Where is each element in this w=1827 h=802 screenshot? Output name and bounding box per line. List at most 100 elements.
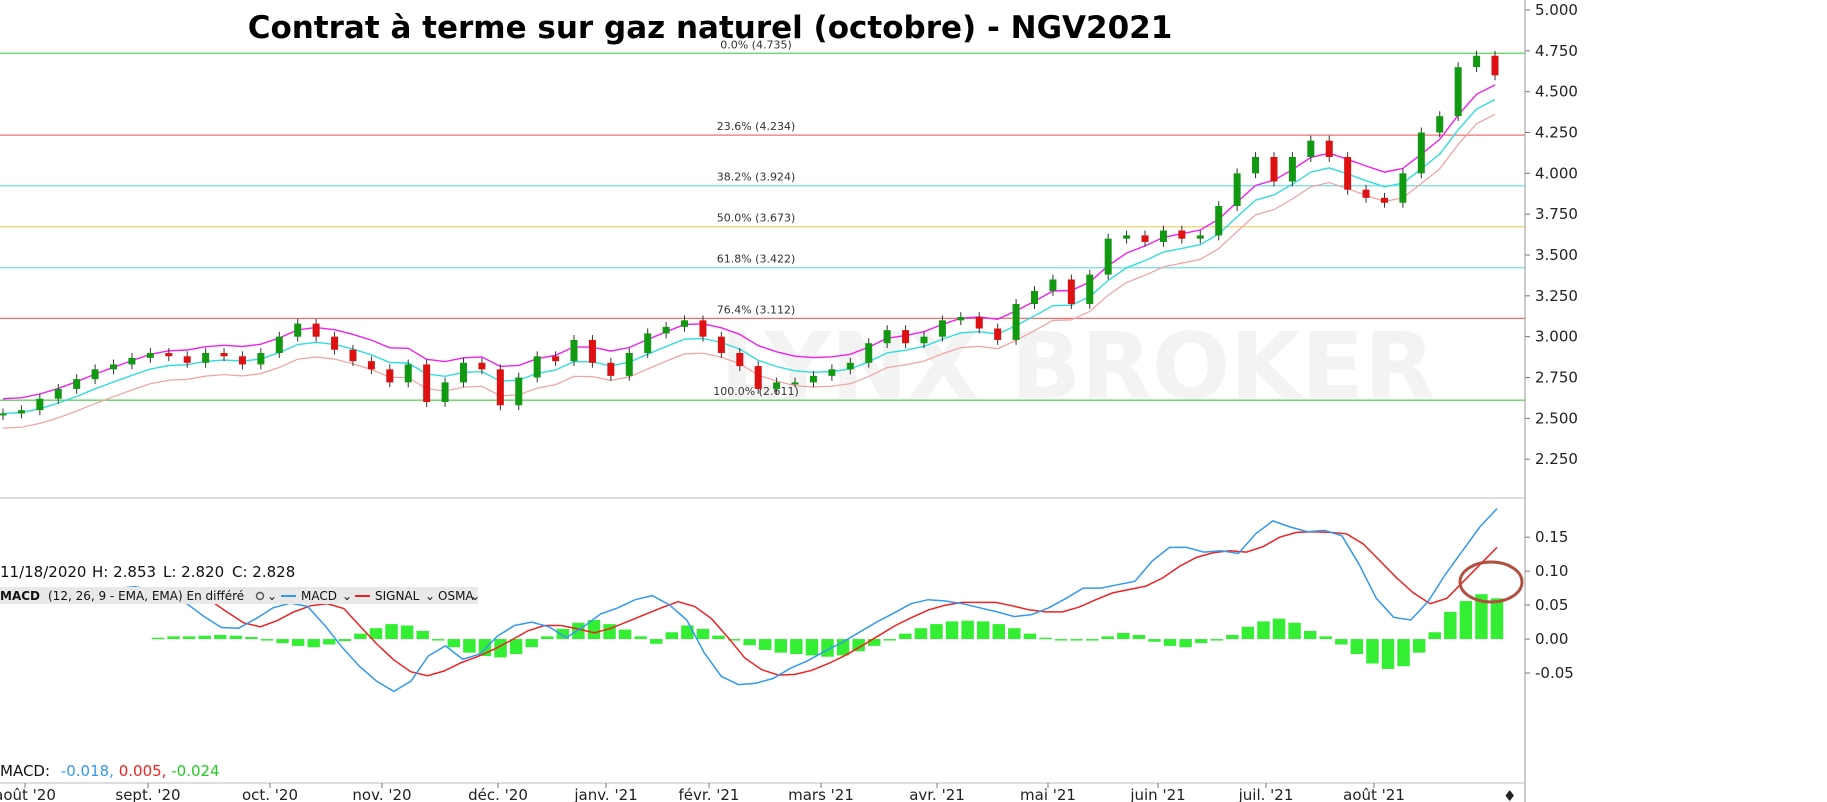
osma-bar <box>743 639 756 646</box>
macd-legend-name: MACD <box>0 589 40 603</box>
signal-line <box>159 530 1498 677</box>
candle-body <box>1123 235 1131 239</box>
osma-bar <box>1272 618 1286 640</box>
osma-bar <box>260 639 274 641</box>
time-tick-label: mars '21 <box>788 786 854 802</box>
candle-body <box>17 410 25 414</box>
candle-body <box>349 349 357 362</box>
time-tick-label: août '20 <box>0 786 56 802</box>
highlight-circle <box>1458 560 1524 604</box>
time-tick-label: juil. '21 <box>1238 786 1294 802</box>
osma-bar <box>323 639 336 645</box>
osma-bar <box>1412 639 1426 653</box>
price-tick-label: 5.000 <box>1535 1 1578 19</box>
osma-bar <box>618 629 632 640</box>
candle-body <box>754 366 762 389</box>
candle-body <box>1049 279 1057 291</box>
osma-bar <box>1132 634 1146 640</box>
candle-body <box>110 364 118 370</box>
osma-bar <box>1085 639 1099 641</box>
candle-body <box>0 413 7 416</box>
fib-level-label: 0.0% (4.735) <box>720 38 792 51</box>
candle-body <box>1325 140 1333 157</box>
osma-bar <box>1210 639 1223 641</box>
osma-bar <box>1179 639 1192 648</box>
osma-bar <box>1490 598 1504 640</box>
candle-body <box>1141 235 1149 242</box>
osma-bar <box>463 639 476 653</box>
candle-body <box>736 353 744 367</box>
osma-bar <box>572 622 585 640</box>
osma-bar <box>1366 639 1379 664</box>
macd-tick-label: 0.05 <box>1535 596 1568 614</box>
candle-body <box>1086 274 1094 304</box>
osma-bar <box>1335 639 1348 645</box>
price-tick-label: 4.500 <box>1535 83 1578 101</box>
chevron-down-icon[interactable]: ⌄ <box>342 589 352 603</box>
chevron-down-icon[interactable]: ⌄ <box>267 589 277 603</box>
candle-body <box>1362 189 1370 198</box>
candle-body <box>1454 67 1462 117</box>
osma-bar <box>291 639 305 646</box>
chevron-down-icon[interactable]: ⌄ <box>425 589 435 603</box>
osma-bar <box>899 633 912 640</box>
chevron-down-icon[interactable]: ⌄ <box>470 589 480 603</box>
osma-bar <box>774 639 788 653</box>
osma-bar <box>229 635 243 640</box>
candle-body <box>773 382 781 389</box>
candle-body <box>1196 235 1204 239</box>
osma-bar <box>976 621 990 640</box>
candle-body <box>957 317 965 321</box>
osma-bar <box>556 628 570 640</box>
fib-level-label: 23.6% (4.234) <box>717 120 796 133</box>
candle-body <box>165 353 173 357</box>
ohlc-close: C: 2.828 <box>232 563 295 581</box>
osma-bar <box>400 625 414 640</box>
candle-body <box>1288 157 1296 182</box>
candle-body <box>73 379 81 389</box>
time-tick-label: juin '21 <box>1129 786 1185 802</box>
upper-band-line <box>2 84 1496 400</box>
macd-readout-osma: -0.024 <box>171 762 219 780</box>
candle-body <box>699 320 707 337</box>
osma-bar <box>650 639 663 644</box>
osma-bar <box>1459 601 1473 640</box>
watermark: LYNX BROKER <box>720 313 1435 420</box>
macd-legend-params: (12, 26, 9 - EMA, EMA) En différé <box>48 589 244 603</box>
osma-bar <box>1023 633 1037 640</box>
candle-body <box>1307 140 1315 157</box>
osma-bar <box>587 620 601 640</box>
price-tick-label: 3.750 <box>1535 205 1578 223</box>
candle-body <box>791 382 799 385</box>
candle-body <box>367 361 375 370</box>
scroll-end-icon[interactable]: ♦ <box>1503 787 1516 802</box>
gear-icon[interactable] <box>255 591 265 601</box>
osma-bar <box>151 637 165 640</box>
candle-body <box>1473 55 1481 68</box>
osma-bar <box>416 630 429 640</box>
candle-body <box>1012 304 1020 340</box>
candle-body <box>533 356 541 378</box>
time-tick-label: nov. '20 <box>352 786 411 802</box>
osma-bar <box>727 639 741 641</box>
osma-bar <box>525 639 538 648</box>
candle-body <box>681 320 689 327</box>
candle-body <box>625 353 633 376</box>
time-tick-label: janv. '21 <box>573 786 637 802</box>
candle-body <box>809 375 817 383</box>
candle-body <box>1178 230 1186 239</box>
osma-bar <box>245 637 258 640</box>
macd-readout-label: MACD: <box>0 762 50 780</box>
ohlc-high: H: 2.853 <box>92 563 156 581</box>
time-tick-label: févr. '21 <box>679 786 740 802</box>
osma-bar <box>665 632 679 640</box>
osma-bar <box>354 633 367 640</box>
candle-body <box>938 320 946 337</box>
osma-bar <box>1054 639 1068 641</box>
price-tick-label: 2.750 <box>1535 369 1578 387</box>
osma-bar <box>432 639 445 641</box>
osma-bar <box>758 639 772 650</box>
axes: 5.000 4.750 4.500 4.250 4.000 3.750 3.500 3.250… <box>0 0 1578 802</box>
time-tick-label: mai '21 <box>1020 786 1076 802</box>
